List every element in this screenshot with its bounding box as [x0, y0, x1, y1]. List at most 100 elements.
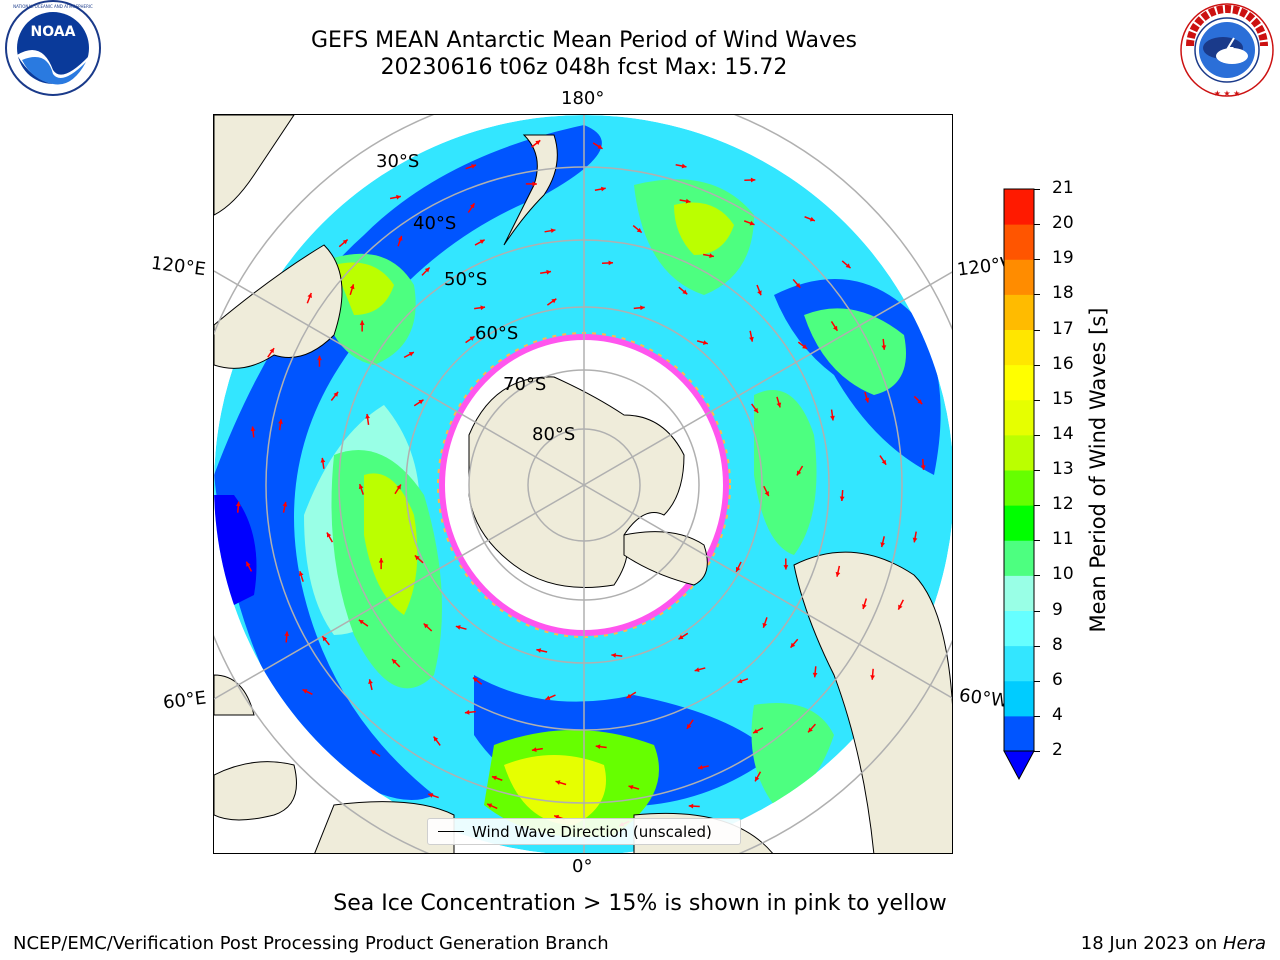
- wind-wave-arrowhead: [418, 399, 424, 405]
- lon-label-180: 180°: [561, 88, 605, 109]
- wind-wave-arrowhead: [749, 220, 755, 226]
- wind-wave-arrowhead: [864, 397, 870, 403]
- wind-wave-arrows: [235, 139, 926, 827]
- wind-wave-arrowhead: [491, 775, 497, 781]
- colorbar-tick-label: 9: [1052, 599, 1063, 620]
- wind-wave-arrowhead: [678, 634, 684, 640]
- antarctica: [468, 376, 685, 588]
- wind-wave-arrowhead: [392, 659, 397, 664]
- colorbar-segment: [1004, 470, 1034, 506]
- wind-wave-arrowhead: [359, 320, 365, 325]
- wind-wave-arrowhead: [912, 537, 918, 543]
- wind-wave-arrowhead: [546, 269, 552, 275]
- lon-label-60e: 60°E: [161, 687, 208, 714]
- wind-wave-arrowhead: [802, 344, 808, 349]
- colorbar-segment: [1004, 610, 1034, 647]
- map-subtitle: 20230616 t06z 048h fcst Max: 15.72: [380, 55, 788, 80]
- colorbar-tick-mark: [1034, 399, 1040, 401]
- colorbar-tick-mark: [1034, 470, 1040, 471]
- wind-wave-arrowhead: [709, 253, 714, 259]
- wind-wave-arrowhead: [830, 415, 835, 421]
- wind-wave-arrowhead: [626, 693, 632, 699]
- wind-wave-arrowhead: [898, 604, 903, 610]
- wind-wave-arrowhead: [640, 305, 645, 311]
- wind-wave-arrowhead: [682, 289, 688, 295]
- wind-wave-arrowhead: [698, 764, 703, 770]
- ocean-field: [214, 115, 952, 853]
- colorbar-tick-label: 11: [1052, 529, 1074, 550]
- colorbar-tick-mark: [1034, 575, 1040, 577]
- wind-wave-arrowhead: [532, 181, 537, 187]
- lat-label-50s: 50°S: [444, 269, 488, 290]
- wind-wave-arrowhead: [333, 391, 339, 397]
- wind-wave-arrowhead: [370, 750, 376, 755]
- wind-wave-arrowhead: [480, 305, 486, 311]
- colorbar-tick-label: 21: [1052, 178, 1074, 198]
- wind-wave-arrowhead: [755, 776, 760, 782]
- colorbar-tick-mark: [1034, 189, 1040, 190]
- wind-wave-arrowhead: [246, 561, 251, 567]
- wind-wave-arrowhead: [250, 426, 256, 432]
- wind-wave-arrowhead: [702, 340, 708, 345]
- wind-wave-arrowhead: [545, 695, 551, 700]
- wind-wave-arrowhead: [608, 260, 614, 266]
- wind-wave-arrowhead: [531, 747, 537, 752]
- wind-wave-arrowhead: [881, 459, 887, 465]
- lat-label-40s: 40°S: [413, 213, 457, 234]
- wind-wave-arrowhead: [433, 736, 439, 742]
- wind-wave-arrowhead: [349, 284, 355, 290]
- colorbar-tick-mark: [1034, 505, 1040, 507]
- colorbar-tick-label: 6: [1052, 669, 1063, 690]
- wind-wave-arrowhead: [749, 336, 754, 342]
- colorbar-segment: [1004, 259, 1034, 295]
- colorbar-tick-mark: [1034, 610, 1040, 612]
- lon-label-60w: 60°W: [957, 685, 1010, 712]
- wind-wave-arrowhead: [597, 144, 603, 149]
- land-layer: [214, 115, 952, 853]
- colorbar-tick-mark: [1034, 224, 1040, 226]
- colorbar-tick-label: 16: [1052, 353, 1074, 374]
- wind-wave-arrowhead: [555, 780, 561, 785]
- wind-wave-arrowhead: [600, 186, 606, 192]
- sea-ice-note: Sea Ice Concentration > 15% is shown in …: [333, 891, 947, 916]
- colorbar-tick-mark: [1034, 434, 1040, 436]
- wind-wave-arrowhead: [880, 542, 886, 548]
- lon-label-120e: 120°E: [149, 252, 207, 281]
- wind-wave-arrowhead: [750, 177, 756, 183]
- legend-line-swatch: [438, 831, 464, 832]
- colorbar-tick-label: 13: [1052, 459, 1074, 479]
- colorbar-tick-label: 20: [1052, 213, 1074, 234]
- wind-wave-arrowhead: [455, 625, 461, 630]
- wind-wave-arrowhead: [317, 355, 322, 361]
- wind-wave-arrowhead: [808, 727, 813, 733]
- colorbar-segment: [1004, 505, 1034, 541]
- footer-right: 18 Jun 2023 on Hera: [1081, 933, 1266, 954]
- wind-wave-arrowhead: [302, 689, 308, 694]
- colorbar-tick-mark: [1034, 364, 1040, 366]
- colorbar-segment: [1004, 680, 1034, 717]
- wind-wave-arrowhead: [835, 571, 841, 577]
- wind-wave-arrowhead: [764, 491, 769, 497]
- wind-wave-arrowhead: [737, 678, 743, 684]
- wind-wave-arrowhead: [322, 636, 328, 642]
- wind-wave-arrowhead: [535, 140, 541, 145]
- wind-wave-arrowhead: [487, 803, 493, 808]
- lon-label-0: 0°: [572, 856, 593, 877]
- wind-wave-arrowhead: [688, 803, 694, 809]
- colorbar-tick-label: 10: [1052, 564, 1074, 585]
- colorbar-tick-label: 12: [1052, 494, 1074, 515]
- colorbar-segment: [1004, 364, 1034, 401]
- colorbar-segment: [1004, 575, 1034, 611]
- wind-wave-arrowhead: [471, 164, 477, 169]
- wind-wave-arrowhead: [428, 793, 434, 798]
- footer-date: 18 Jun 2023 on: [1080, 933, 1223, 954]
- wind-wave-arrowhead: [796, 470, 802, 476]
- wind-wave-arrowhead: [397, 235, 403, 241]
- svg-text:NATIONAL OCEANIC AND ATMOSPHER: NATIONAL OCEANIC AND ATMOSPHERIC: [13, 4, 93, 9]
- footer-host: Hera: [1222, 933, 1266, 954]
- colorbar-tick-label: 17: [1052, 318, 1074, 339]
- wind-wave-arrowhead: [320, 457, 326, 463]
- colorbar-segment: [1004, 399, 1034, 436]
- colorbar-segment: [1004, 224, 1034, 260]
- colorbar-tick-label: 15: [1052, 388, 1074, 409]
